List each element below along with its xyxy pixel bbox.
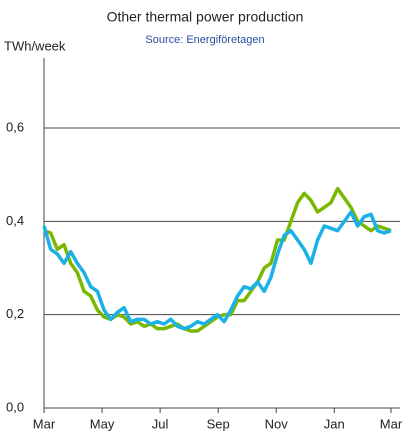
x-tick-label: Mar: [380, 416, 403, 431]
x-tick-label: May: [90, 416, 115, 431]
y-axis-label: TWh/week: [4, 38, 66, 53]
y-tick-label: 0,6: [6, 119, 24, 134]
x-tick-label: Mar: [33, 416, 56, 431]
chart-title: Other thermal power production: [107, 9, 304, 25]
series-line: [42, 210, 392, 331]
y-tick-label: 0,4: [6, 213, 24, 228]
x-tick-label: Nov: [265, 416, 289, 431]
series-line: [43, 186, 392, 333]
x-tick-label: Sep: [207, 416, 230, 431]
y-tick-label: 0,2: [6, 306, 24, 321]
x-tick-label: Jul: [152, 416, 169, 431]
x-tick-label: Jan: [324, 416, 345, 431]
chart-subtitle: Source: Energiföretagen: [145, 34, 264, 46]
y-tick-label: 0,0: [6, 399, 24, 414]
